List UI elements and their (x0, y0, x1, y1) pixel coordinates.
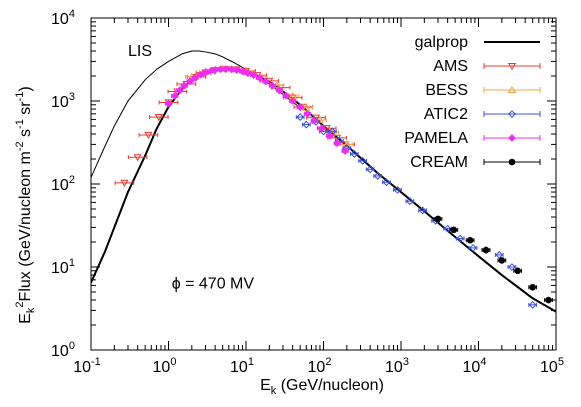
data-point-ams (288, 94, 297, 102)
data-point-pamela (325, 131, 334, 140)
data-point-pamela (232, 66, 241, 74)
annotation: ϕ = 470 MV (172, 276, 255, 293)
data-point-atic2 (382, 178, 391, 187)
legend-label: PAMELA (404, 130, 468, 147)
legend: galprop AMS BESS ATIC2 PAMELA CREAM (404, 34, 541, 171)
annotations: LIS ϕ = 470 MV (128, 43, 254, 293)
x-axis-label: Ek (GeV/nucleon) (260, 377, 384, 397)
legend-label: galprop (415, 34, 468, 51)
data-point-pamela (303, 109, 312, 118)
legend-marker (508, 158, 516, 166)
data-point-pamela (275, 86, 284, 95)
data-point-pamela (180, 81, 189, 90)
y-tick-label: 103 (51, 91, 75, 111)
data-point-pamela (261, 77, 270, 86)
x-tick-label: 10-1 (73, 356, 101, 376)
ticks-layer (90, 17, 557, 351)
data-point-cream (466, 236, 474, 244)
data-point-cream (498, 257, 506, 264)
data-point-cream (529, 283, 536, 291)
legend-label: ATIC2 (424, 106, 468, 123)
data-point-cream (450, 226, 458, 234)
data-point-bess (302, 103, 311, 111)
series-PAMELA (164, 65, 350, 155)
data-point-atic2 (350, 150, 359, 158)
data-point-pamela (317, 124, 326, 133)
data-point-pamela (175, 86, 184, 95)
data-point-ams (144, 131, 153, 140)
data-point-pamela (282, 91, 291, 100)
data-point-atic2 (405, 197, 414, 206)
data-point-cream (514, 267, 521, 275)
data-point-atic2 (393, 185, 402, 194)
data-point-atic2 (443, 224, 452, 233)
annotation: LIS (128, 43, 152, 60)
data-point-cream (434, 215, 442, 223)
data-point-ams (133, 154, 142, 162)
data-point-pamela (243, 69, 252, 77)
data-point-atic2 (456, 234, 465, 243)
data-point-cream (545, 296, 552, 304)
y-axis-label: Ek2Flux (GeV/nucleon m-2 s-1 sr-1) (14, 86, 37, 323)
series-layer (91, 50, 556, 313)
x-tick-label: 101 (230, 356, 254, 376)
legend-label: AMS (433, 58, 468, 75)
data-point-atic2 (366, 165, 375, 174)
legend-marker (507, 62, 517, 71)
y-tick-label: 104 (51, 8, 75, 28)
legend-marker (508, 134, 516, 142)
data-point-ams (120, 179, 129, 188)
data-point-atic2 (469, 243, 477, 252)
data-point-pamela (238, 67, 247, 76)
data-point-pamela (333, 139, 342, 148)
data-point-ams (154, 114, 163, 122)
x-tick-label: 103 (385, 356, 409, 376)
data-point-atic2 (296, 113, 305, 121)
y-tick-label: 101 (51, 257, 75, 277)
legend-marker (507, 85, 517, 94)
x-tick-label: 100 (153, 356, 177, 376)
data-point-cream (482, 246, 490, 254)
data-point-pamela (255, 73, 264, 82)
data-point-atic2 (373, 172, 382, 180)
legend-marker (508, 110, 516, 118)
data-point-pamela (296, 103, 305, 112)
data-point-pamela (341, 147, 350, 155)
x-tick-label: 104 (463, 356, 487, 376)
data-point-pamela (249, 71, 258, 80)
data-point-atic2 (358, 156, 367, 165)
data-point-atic2 (508, 263, 516, 271)
data-point-pamela (268, 81, 277, 90)
data-point-atic2 (495, 250, 504, 259)
data-point-pamela (310, 116, 319, 125)
data-point-atic2 (528, 300, 537, 309)
data-point-pamela (170, 92, 179, 100)
data-point-atic2 (302, 120, 311, 129)
y-tick-label: 102 (51, 174, 75, 194)
data-point-pamela (288, 97, 297, 105)
data-point-bess (342, 140, 351, 148)
x-tick-label: 105 (540, 356, 564, 376)
x-tick-label: 102 (308, 356, 332, 376)
legend-label: BESS (425, 82, 468, 99)
legend-label: CREAM (410, 154, 468, 171)
data-point-pamela (191, 73, 199, 82)
data-point-pamela (164, 99, 173, 108)
y-tick-label: 100 (51, 340, 75, 360)
data-point-atic2 (418, 206, 427, 215)
series-CREAM (433, 215, 553, 304)
